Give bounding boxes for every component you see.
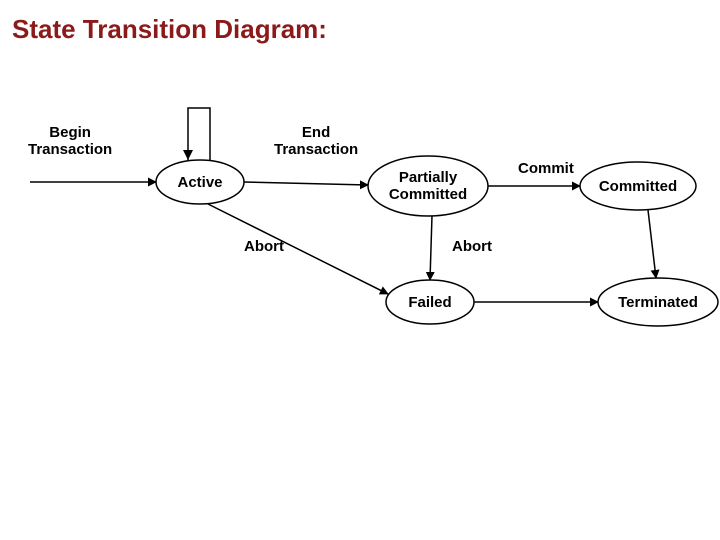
node-terminated-label: Terminated <box>598 294 718 311</box>
label-end-transaction: End Transaction <box>274 124 358 159</box>
label-abort-right: Abort <box>452 238 492 255</box>
node-committed-label: Committed <box>580 178 696 195</box>
diagram-canvas <box>0 0 720 540</box>
node-partially-committed-label: Partially Committed <box>368 169 488 204</box>
edge-partial-to-failed <box>430 216 432 280</box>
node-active-label: Active <box>156 174 244 191</box>
label-begin-transaction: Begin Transaction <box>28 124 112 159</box>
node-failed-label: Failed <box>386 294 474 311</box>
edge-active-to-failed <box>208 204 388 294</box>
label-abort-left: Abort <box>244 238 284 255</box>
edge-active-self-loop-arrowhead <box>183 150 193 160</box>
label-commit: Commit <box>518 160 574 177</box>
edge-committed-to-terminated <box>648 210 656 278</box>
edge-active-to-partial <box>244 182 368 185</box>
